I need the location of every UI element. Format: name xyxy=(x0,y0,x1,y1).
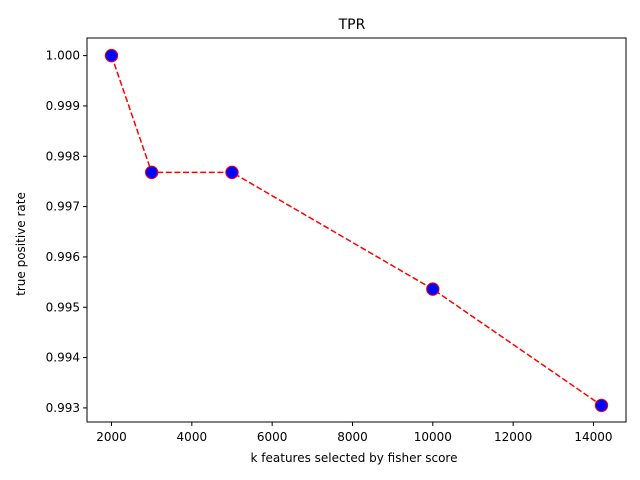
x-axis-label: k features selected by fisher score xyxy=(251,451,458,465)
data-point xyxy=(426,282,440,296)
chart-title: TPR xyxy=(338,17,366,33)
plot-area xyxy=(86,37,627,423)
x-tick-label: 14000 xyxy=(574,430,612,444)
y-tick-label: 0.994 xyxy=(46,351,80,365)
series-line xyxy=(110,55,602,407)
y-axis: 0.993 0.994 0.995 0.996 0.997 0.998 0.999 1.000 xyxy=(46,49,87,415)
y-tick-label: 0.998 xyxy=(46,149,80,163)
data-point xyxy=(594,398,609,413)
x-axis: 2000 4000 6000 8000 10000 12000 14000 xyxy=(96,422,613,444)
y-tick-label: 1.000 xyxy=(46,49,80,63)
x-tick-label: 12000 xyxy=(494,430,532,444)
data-point xyxy=(144,165,159,180)
y-axis-label: true positive rate xyxy=(14,192,28,296)
series-layer xyxy=(104,48,609,413)
x-tick-label: 2000 xyxy=(96,430,127,444)
x-tick-label: 10000 xyxy=(414,430,452,444)
data-point xyxy=(104,48,119,63)
y-tick-label: 0.997 xyxy=(46,200,80,214)
y-tick-label: 0.993 xyxy=(46,401,80,415)
x-tick-label: 8000 xyxy=(337,430,368,444)
y-tick-label: 0.996 xyxy=(46,250,80,264)
data-point xyxy=(225,165,239,180)
x-tick-label: 4000 xyxy=(177,430,208,444)
y-tick-label: 0.999 xyxy=(46,99,80,113)
x-tick-label: 6000 xyxy=(257,430,288,444)
plot-frame xyxy=(86,37,627,423)
y-tick-label: 0.995 xyxy=(46,300,80,314)
